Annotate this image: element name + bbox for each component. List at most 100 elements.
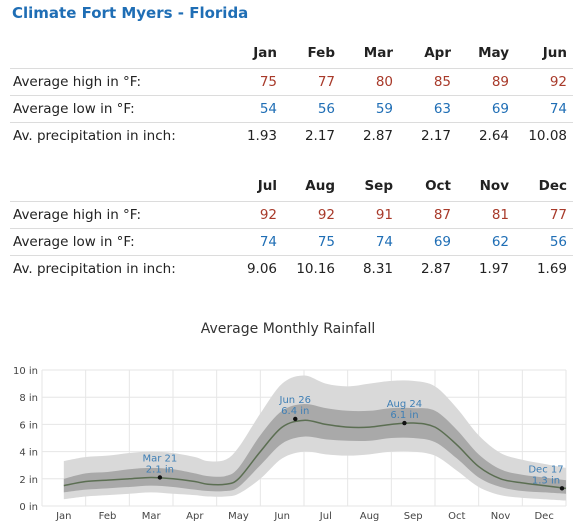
- inner-range-band: [63, 403, 566, 494]
- annotation-date: Aug 24: [387, 399, 422, 410]
- chart-title: Average Monthly Rainfall: [200, 321, 376, 337]
- table-cell: 69: [457, 95, 515, 123]
- table-row-average-high: Average high in °F: 92 92 91 87 81 77: [10, 201, 573, 229]
- table-cell: 2.87: [341, 122, 399, 149]
- table-cell: 54: [225, 95, 283, 123]
- month-header: Oct: [425, 178, 451, 194]
- row-label: Average high in °F:: [10, 68, 225, 96]
- y-tick-label: 2 in: [19, 475, 38, 486]
- annotation-value: 6.1 in: [390, 410, 418, 421]
- outer-range-band: [63, 375, 566, 501]
- climate-table-jul-dec: Jul Aug Sep Oct Nov Dec Average high in …: [10, 171, 573, 282]
- month-header: Dec: [538, 178, 567, 194]
- table-cell: 1.97: [457, 255, 515, 282]
- table-cell: 77: [515, 201, 573, 229]
- table-row-precipitation: Av. precipitation in inch: 9.06 10.16 8.…: [10, 255, 573, 282]
- table-cell: 92: [225, 201, 283, 229]
- table-cell: 74: [341, 228, 399, 256]
- table-cell: 75: [225, 68, 283, 96]
- x-tick-label: Oct: [448, 511, 465, 522]
- rainfall-chart: 0 in 2 in 4 in 6 in 8 in 10 in Jan Feb Mar Apr May…: [13, 366, 567, 522]
- table-cell: 92: [283, 201, 341, 229]
- table-cell: 63: [399, 95, 457, 123]
- month-header: Aug: [305, 178, 335, 194]
- y-tick-label: 0 in: [19, 502, 38, 513]
- month-header: Mar: [363, 45, 393, 61]
- table-cell: 77: [283, 68, 341, 96]
- x-tick-label: Jun: [273, 511, 290, 522]
- table-cell: 89: [457, 68, 515, 96]
- table-cell: 10.08: [515, 122, 573, 149]
- y-tick-label: 6 in: [19, 420, 38, 431]
- table-cell: 74: [515, 95, 573, 123]
- month-header: Nov: [479, 178, 509, 194]
- row-label-header: [10, 38, 225, 69]
- table-cell: 8.31: [341, 255, 399, 282]
- y-tick-label: 8 in: [19, 393, 38, 404]
- x-tick-label: Dec: [534, 511, 553, 522]
- row-label: Average low in °F:: [10, 95, 225, 123]
- table-cell: 10.16: [283, 255, 341, 282]
- row-label: Av. precipitation in inch:: [10, 255, 225, 282]
- table-header-row: Jul Aug Sep Oct Nov Dec: [10, 171, 573, 202]
- table-cell: 2.87: [399, 255, 457, 282]
- table-row-average-high: Average high in °F: 75 77 80 85 89 92: [10, 68, 573, 96]
- table-cell: 92: [515, 68, 573, 96]
- month-header: Jun: [542, 45, 567, 61]
- row-label-header: [10, 171, 225, 202]
- table-cell: 75: [283, 228, 341, 256]
- table-cell: 56: [515, 228, 573, 256]
- table-cell: 85: [399, 68, 457, 96]
- table-cell: 91: [341, 201, 399, 229]
- table-cell: 59: [341, 95, 399, 123]
- page-title: Climate Fort Myers - Florida: [12, 4, 249, 22]
- annotation-point: [293, 416, 298, 422]
- x-tick-label: Apr: [186, 511, 204, 522]
- x-tick-label: May: [228, 511, 249, 522]
- table-header-row: Jan Feb Mar Apr May Jun: [10, 38, 573, 69]
- row-label: Average high in °F:: [10, 201, 225, 229]
- month-header: Feb: [307, 45, 336, 61]
- annotation-point: [402, 420, 407, 426]
- annotation-point: [157, 475, 163, 480]
- table-cell: 74: [225, 228, 283, 256]
- month-header: Jan: [253, 45, 277, 61]
- annotation-date: Mar 21: [143, 453, 178, 464]
- table-cell: 2.64: [457, 122, 515, 149]
- table-cell: 1.69: [515, 255, 573, 282]
- table-cell: 62: [457, 228, 515, 256]
- annotation-value: 1.3 in: [532, 475, 560, 486]
- x-tick-label: Sep: [404, 511, 423, 522]
- annotation-date: Jun 26: [279, 395, 312, 406]
- annotation-value: 6.4 in: [281, 406, 309, 417]
- table-cell: 81: [457, 201, 515, 229]
- y-tick-label: 10 in: [13, 366, 38, 377]
- x-tick-label: Nov: [491, 511, 511, 522]
- rainfall-line: [63, 419, 567, 490]
- month-header: Apr: [424, 45, 451, 61]
- row-label: Av. precipitation in inch:: [10, 122, 225, 149]
- table-cell: 80: [341, 68, 399, 96]
- x-tick-label: Mar: [142, 511, 162, 522]
- table-cell: 69: [399, 228, 457, 256]
- annotation-date: Dec 17: [528, 464, 563, 475]
- table-cell: 1.93: [225, 122, 283, 149]
- month-header: May: [478, 45, 509, 61]
- month-header: Sep: [364, 178, 393, 194]
- x-tick-label: Feb: [99, 511, 117, 522]
- x-tick-label: Jul: [319, 511, 332, 522]
- table-row-average-low: Average low in °F: 54 56 59 63 69 74: [10, 95, 573, 123]
- y-tick-label: 4 in: [19, 448, 38, 459]
- annotation-value: 2.1 in: [146, 464, 174, 475]
- table-cell: 2.17: [283, 122, 341, 149]
- table-cell: 56: [283, 95, 341, 123]
- table-row-average-low: Average low in °F: 74 75 74 69 62 56: [10, 228, 573, 256]
- table-cell: 2.17: [399, 122, 457, 149]
- table-cell: 9.06: [225, 255, 283, 282]
- month-header: Jul: [257, 178, 277, 194]
- annotation-point: [559, 486, 565, 491]
- row-label: Average low in °F:: [10, 228, 225, 256]
- x-tick-label: Jan: [55, 511, 71, 522]
- x-tick-label: Aug: [360, 511, 380, 522]
- climate-table-jan-jun: Jan Feb Mar Apr May Jun Average high in …: [10, 38, 573, 149]
